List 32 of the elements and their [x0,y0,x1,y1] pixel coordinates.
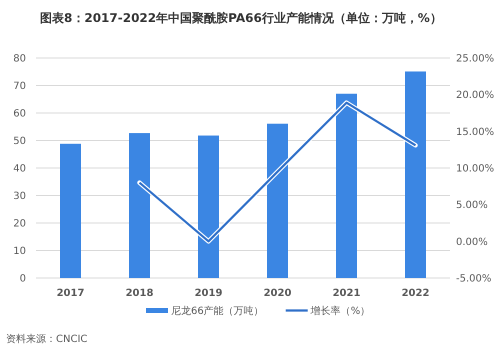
x-tick-label: 2017 [56,288,84,299]
y-tick-label: 50 [13,136,26,147]
y-tick-label: 10 [13,246,26,257]
y-tick-label: 20 [13,218,26,230]
bar [336,94,357,278]
x-tick-label: 2020 [264,288,292,299]
x-tick-label: 2018 [126,288,154,299]
y-tick-label: 40 [13,164,26,174]
y2-tick-label: 10.00% [456,164,494,174]
y2-tick-label: -5.00% [456,274,492,284]
bar [405,71,426,278]
bar [267,124,288,278]
y2-tick-label: 25.00% [456,54,494,64]
y2-tick-label: 20.00% [456,90,494,102]
bar [198,136,219,278]
y-tick-label: 70 [13,81,26,92]
y2-tick-label: 5.00% [456,200,488,212]
y2-tick-label: 0.00% [456,236,488,248]
y-tick-label: 80 [13,54,26,64]
y-tick-label: 0 [20,274,26,284]
y-tick-label: 30 [13,191,26,202]
y2-tick-label: 15.00% [456,126,494,138]
y-tick-label: 60 [13,108,26,120]
bar [60,144,81,278]
chart-title: 图表8：2017-2022年中国聚酰胺PA66行业产能情况（单位：万吨，%） [40,11,442,25]
x-tick-label: 2021 [332,288,360,299]
legend-label: 尼龙66产能（万吨） [171,305,264,317]
bar [129,133,150,278]
x-tick-label: 2019 [194,288,222,299]
x-tick-label: 2022 [402,288,430,299]
legend-label: 增长率（%） [310,305,370,317]
text: 资料来源：CNCIC [6,333,88,345]
